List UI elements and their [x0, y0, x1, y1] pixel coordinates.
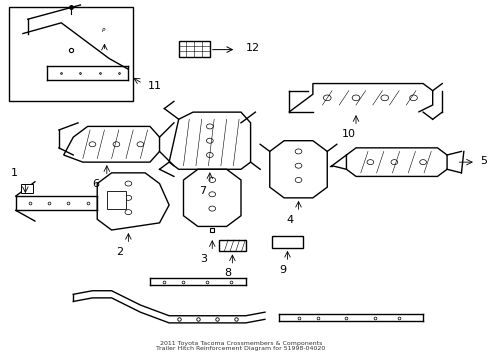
- Text: 2: 2: [116, 247, 123, 257]
- Bar: [178, 41, 209, 57]
- Text: 4: 4: [286, 215, 293, 225]
- Bar: [106, 191, 126, 208]
- Text: 6: 6: [92, 179, 99, 189]
- Text: 8: 8: [224, 269, 231, 278]
- Text: 7: 7: [199, 186, 205, 196]
- Text: P: P: [102, 28, 105, 33]
- Bar: [219, 240, 245, 251]
- Text: 10: 10: [341, 129, 355, 139]
- Text: 11: 11: [147, 81, 161, 91]
- Text: 1: 1: [11, 168, 18, 179]
- Text: 12: 12: [245, 44, 260, 53]
- Bar: [9, 7, 133, 102]
- Text: 9: 9: [279, 265, 286, 275]
- Text: 3: 3: [200, 254, 207, 264]
- Text: 2011 Toyota Tacoma Crossmembers & Components
Trailer Hitch Reinforcement Diagram: 2011 Toyota Tacoma Crossmembers & Compon…: [156, 341, 325, 351]
- Bar: [272, 237, 303, 248]
- Text: 5: 5: [480, 156, 487, 166]
- Bar: [20, 184, 33, 193]
